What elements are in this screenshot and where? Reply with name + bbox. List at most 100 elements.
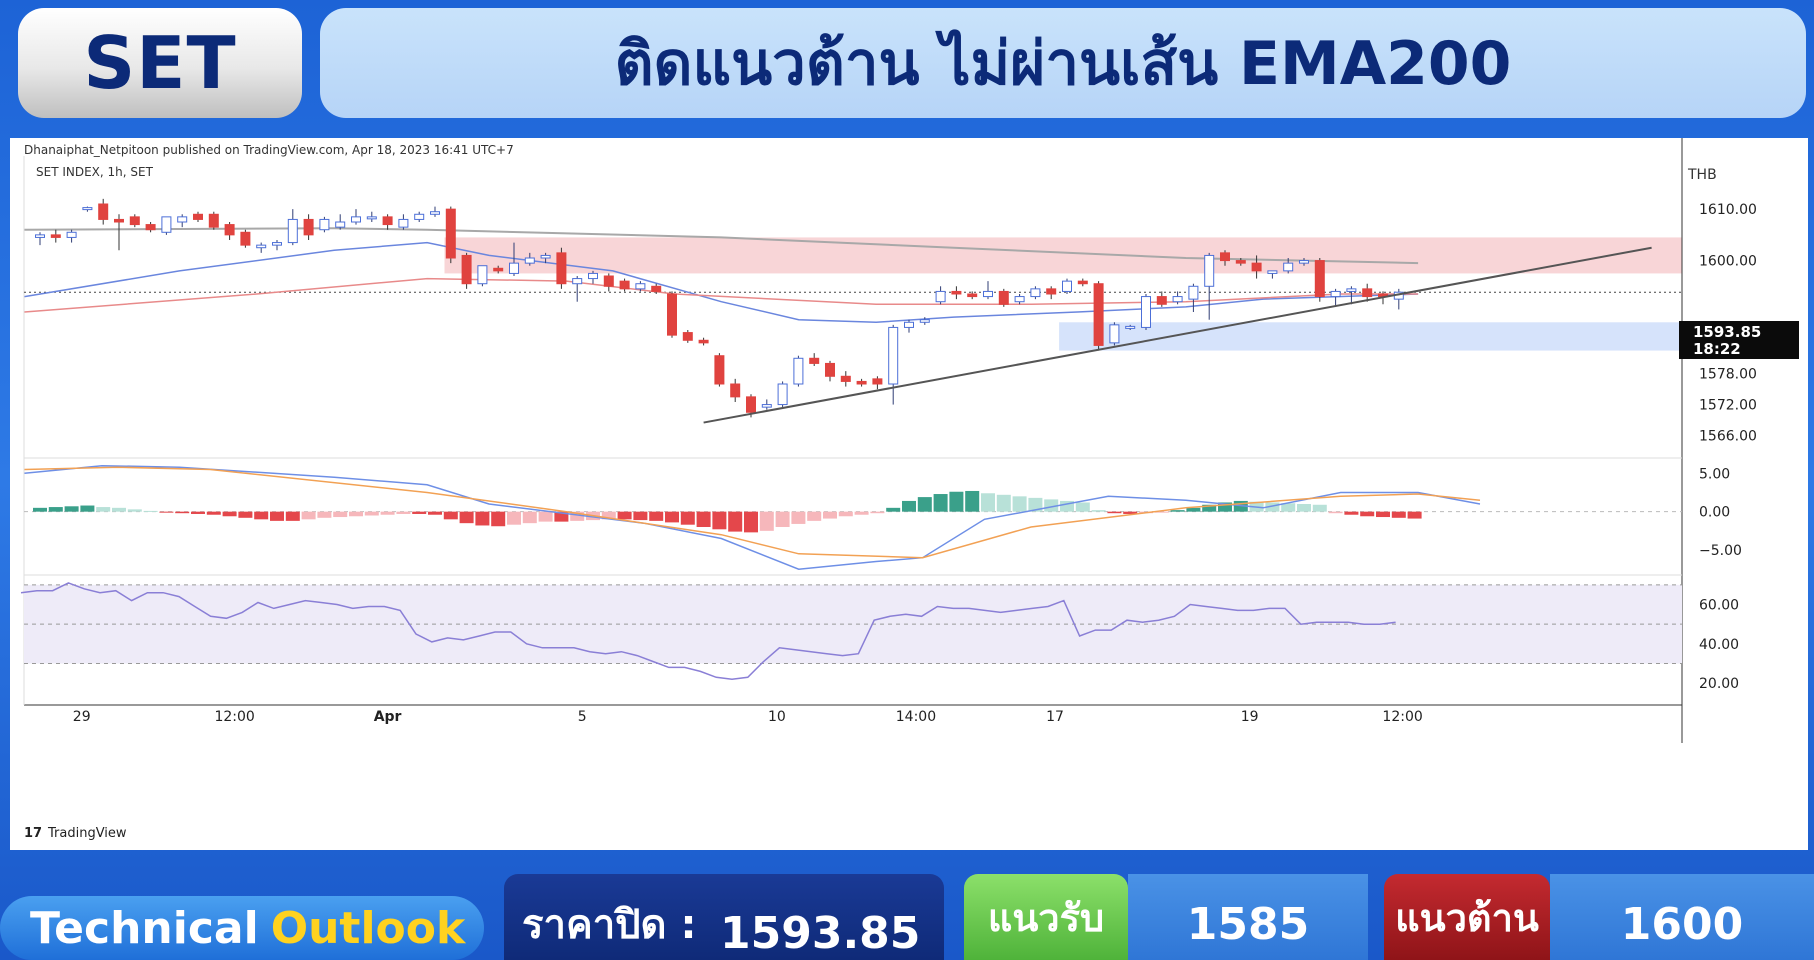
candle <box>572 276 583 302</box>
candle <box>967 291 978 300</box>
tv-watermark-text: TradingView <box>47 826 127 841</box>
candle-body <box>224 224 235 236</box>
macd-histogram-bar <box>759 511 774 531</box>
candle <box>556 247 567 289</box>
candle <box>1172 291 1183 305</box>
zones-layer <box>444 237 1683 351</box>
tv-logo-icon: 17 <box>24 826 42 841</box>
macd-histogram-bar <box>870 511 885 514</box>
candle <box>888 324 899 405</box>
candle-body <box>1283 262 1294 272</box>
macd-histogram-bar <box>80 505 95 512</box>
macd-histogram-bar <box>191 511 205 514</box>
macd-histogram-bar <box>1297 504 1311 512</box>
candle-body <box>951 290 962 295</box>
candle <box>351 209 361 225</box>
candle <box>445 206 456 264</box>
resistance-label: แนวต้าน <box>1395 895 1539 940</box>
candle <box>1330 288 1341 307</box>
candle <box>825 360 835 382</box>
published-caption: Dhanaiphat_Netpitoon published on Tradin… <box>24 143 514 157</box>
candle <box>998 288 1009 307</box>
candle <box>1267 270 1278 279</box>
macd-histogram-bar <box>538 511 553 522</box>
candle-body <box>98 203 109 220</box>
candle-body <box>82 207 93 211</box>
resistance-value: 1600 <box>1620 898 1744 950</box>
candle <box>1235 258 1246 266</box>
support-label: แนวรับ <box>987 895 1105 940</box>
candle-body <box>303 218 314 236</box>
candle <box>98 198 109 225</box>
macd-histogram-bar <box>270 511 284 521</box>
resistance-zone <box>444 237 1683 274</box>
macd-histogram-bar <box>380 511 395 515</box>
price-tick-label: 1566.00 <box>1699 428 1757 444</box>
candle <box>1251 255 1262 279</box>
macd-histogram-bar <box>1265 502 1280 512</box>
candle <box>983 281 993 300</box>
candle <box>698 337 709 346</box>
outlook-word-technical: Technical <box>30 902 259 954</box>
candle <box>619 278 630 292</box>
macd-tick-label: 5.00 <box>1699 466 1730 482</box>
symbol-text: SET <box>83 21 237 105</box>
close-price-box: ราคาปิด : 1593.85 <box>504 874 944 960</box>
candle <box>904 319 914 333</box>
candle <box>1299 258 1309 266</box>
candles-layer <box>35 198 1404 418</box>
candle-body <box>461 254 472 285</box>
candle <box>793 355 804 387</box>
macd-histogram-bar <box>222 511 237 517</box>
candle <box>493 265 504 274</box>
macd-histogram-bar <box>601 511 616 520</box>
candle <box>540 252 551 264</box>
candle-body <box>856 380 867 385</box>
candle-body <box>777 383 788 406</box>
candle-body <box>50 234 61 238</box>
ascending-trendline <box>703 246 1652 424</box>
candle-body <box>1014 296 1025 303</box>
candle <box>1046 286 1057 300</box>
macd-histogram-bar <box>1012 496 1027 512</box>
macd-histogram-bar <box>902 500 916 512</box>
candle <box>256 242 267 253</box>
candle-body <box>335 221 346 228</box>
macd-histogram-bar <box>1186 507 1201 512</box>
candle <box>272 240 282 251</box>
candle <box>240 229 251 248</box>
candle <box>287 209 298 246</box>
last-price-value: 1593.85 <box>1693 323 1761 341</box>
macd-histogram-bar <box>1281 503 1296 512</box>
macd-histogram-bar <box>1123 511 1138 514</box>
candle-body <box>983 290 993 298</box>
candle <box>667 291 677 338</box>
rsi-pane <box>20 582 1682 680</box>
macd-histogram-bar <box>112 507 126 512</box>
macd-histogram-bar <box>933 494 948 512</box>
macd-histogram-bar <box>1044 499 1059 512</box>
macd-histogram-bar <box>522 511 537 524</box>
macd-histogram-bar <box>617 511 632 520</box>
candle-body <box>746 396 756 413</box>
candle-body <box>477 265 488 285</box>
candle-body <box>761 404 772 408</box>
candle-body <box>351 216 361 223</box>
candle-body <box>1109 324 1120 344</box>
macd-histogram-bar <box>491 511 506 527</box>
candle-body <box>35 234 45 238</box>
close-price-value: 1593.85 <box>720 908 921 959</box>
macd-pane <box>24 464 1682 570</box>
candle <box>114 214 124 251</box>
candle-body <box>588 272 598 280</box>
macd-histogram-bar <box>254 511 269 520</box>
macd-histogram-bar <box>1328 511 1343 514</box>
candle <box>193 211 203 222</box>
macd-histogram-bar <box>1091 510 1106 512</box>
candle <box>461 252 472 289</box>
candle-body <box>888 326 899 385</box>
candle-body <box>572 278 583 285</box>
price-tick-label: 1572.00 <box>1699 398 1757 414</box>
candle <box>366 211 377 222</box>
macd-histogram-bar <box>996 494 1011 512</box>
